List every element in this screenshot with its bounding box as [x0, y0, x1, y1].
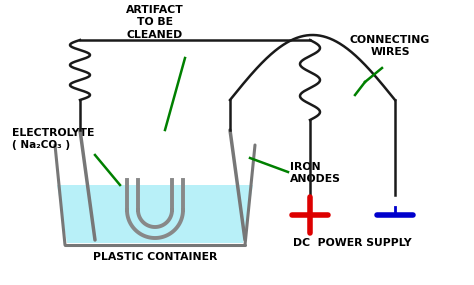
- Polygon shape: [57, 185, 253, 243]
- Text: PLASTIC CONTAINER: PLASTIC CONTAINER: [93, 252, 217, 262]
- Text: ELECTROLYTE: ELECTROLYTE: [12, 128, 94, 138]
- Text: CONNECTING
WIRES: CONNECTING WIRES: [350, 35, 430, 57]
- Text: IRON
ANODES: IRON ANODES: [290, 162, 341, 184]
- Text: ARTIFACT
TO BE
CLEANED: ARTIFACT TO BE CLEANED: [126, 5, 184, 40]
- Text: ( Na₂CO₃ ): ( Na₂CO₃ ): [12, 140, 70, 150]
- Text: DC  POWER SUPPLY: DC POWER SUPPLY: [292, 238, 411, 248]
